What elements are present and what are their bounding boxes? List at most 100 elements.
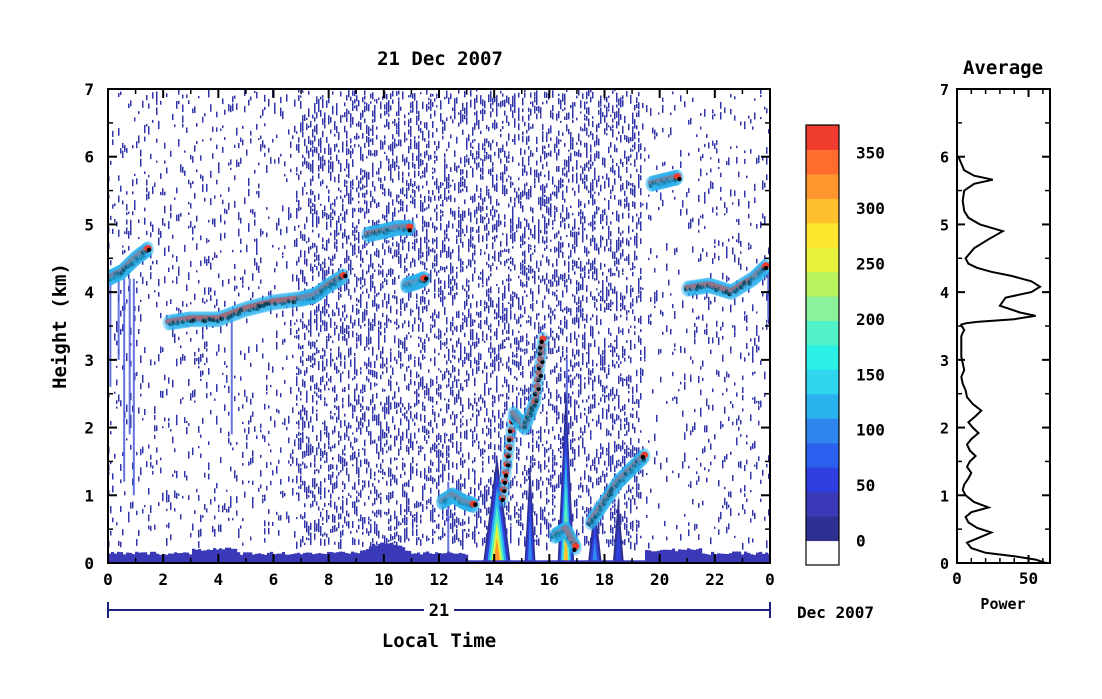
noise-speckle	[494, 119, 496, 125]
noise-speckle	[404, 214, 406, 219]
noise-speckle	[300, 122, 302, 130]
noise-speckle	[498, 150, 500, 154]
noise-speckle	[434, 225, 436, 233]
noise-speckle	[392, 490, 394, 499]
noise-speckle	[252, 275, 254, 281]
noise-speckle	[238, 292, 240, 297]
noise-speckle	[444, 296, 446, 300]
noise-speckle	[396, 296, 398, 305]
noise-speckle	[414, 422, 416, 426]
noise-speckle	[424, 122, 426, 129]
noise-speckle	[192, 156, 194, 163]
noise-speckle	[486, 316, 488, 321]
noise-speckle	[442, 532, 444, 536]
noise-speckle	[454, 418, 456, 426]
noise-speckle	[460, 491, 462, 495]
noise-speckle	[398, 343, 400, 349]
noise-speckle	[386, 397, 388, 406]
noise-speckle	[144, 207, 146, 211]
noise-speckle	[296, 394, 298, 401]
noise-speckle	[338, 496, 340, 500]
noise-speckle	[322, 270, 324, 279]
noise-speckle	[408, 161, 410, 170]
noise-speckle	[308, 200, 310, 207]
noise-speckle	[460, 411, 462, 415]
noise-speckle	[298, 367, 300, 376]
noise-speckle	[428, 101, 430, 105]
noise-speckle	[420, 247, 422, 255]
noise-speckle	[414, 503, 416, 509]
noise-speckle	[306, 192, 308, 195]
noise-speckle	[234, 285, 236, 292]
noise-speckle	[302, 535, 304, 543]
noise-speckle	[260, 484, 262, 489]
noise-speckle	[318, 366, 320, 371]
noise-speckle	[300, 207, 302, 210]
noise-speckle	[330, 212, 332, 218]
noise-speckle	[332, 358, 334, 362]
noise-speckle	[380, 492, 382, 495]
noise-speckle	[506, 258, 508, 264]
noise-speckle	[340, 531, 342, 538]
noise-speckle	[344, 445, 346, 451]
noise-speckle	[320, 310, 322, 317]
noise-speckle	[476, 150, 478, 155]
noise-speckle	[408, 446, 410, 455]
noise-speckle	[364, 411, 366, 417]
noise-speckle	[388, 188, 390, 196]
noise-speckle	[466, 282, 468, 287]
noise-speckle	[328, 115, 330, 123]
noise-speckle	[374, 225, 376, 231]
noise-speckle	[198, 279, 200, 284]
noise-speckle	[126, 204, 128, 211]
noise-speckle	[410, 93, 412, 98]
noise-speckle	[456, 463, 458, 470]
noise-speckle	[396, 525, 398, 530]
noise-speckle	[450, 509, 452, 517]
noise-speckle	[522, 131, 524, 136]
noise-speckle	[484, 536, 486, 544]
noise-speckle	[442, 135, 444, 140]
noise-speckle	[388, 123, 390, 130]
noise-speckle	[342, 269, 344, 273]
noise-speckle	[208, 319, 210, 324]
noise-speckle	[310, 163, 312, 172]
noise-speckle	[432, 324, 434, 329]
noise-speckle	[430, 100, 432, 105]
noise-speckle	[340, 373, 342, 376]
noise-speckle	[526, 280, 528, 288]
noise-speckle	[456, 529, 458, 535]
noise-speckle	[132, 405, 134, 412]
noise-speckle	[474, 397, 476, 404]
noise-speckle	[304, 157, 306, 161]
noise-speckle	[122, 324, 124, 332]
noise-speckle	[422, 225, 424, 232]
noise-speckle	[530, 388, 532, 392]
noise-speckle	[430, 275, 432, 283]
noise-speckle	[406, 138, 408, 141]
noise-speckle	[430, 514, 432, 522]
noise-speckle	[340, 470, 342, 473]
noise-speckle	[316, 313, 318, 322]
noise-speckle	[480, 516, 482, 521]
noise-speckle	[188, 212, 190, 215]
noise-speckle	[472, 341, 474, 346]
noise-speckle	[368, 331, 370, 338]
noise-speckle	[514, 136, 516, 144]
noise-speckle	[442, 463, 444, 472]
noise-speckle	[308, 162, 310, 170]
noise-speckle	[284, 173, 286, 177]
noise-speckle	[460, 431, 462, 439]
noise-speckle	[122, 150, 124, 159]
noise-speckle	[390, 457, 392, 465]
noise-speckle	[316, 483, 318, 487]
noise-speckle	[282, 252, 284, 255]
noise-speckle	[378, 334, 380, 342]
noise-speckle	[312, 490, 314, 498]
noise-speckle	[414, 163, 416, 170]
noise-speckle	[450, 390, 452, 396]
noise-speckle	[260, 454, 262, 458]
noise-speckle	[420, 153, 422, 157]
noise-speckle	[302, 418, 304, 427]
noise-speckle	[470, 99, 472, 108]
